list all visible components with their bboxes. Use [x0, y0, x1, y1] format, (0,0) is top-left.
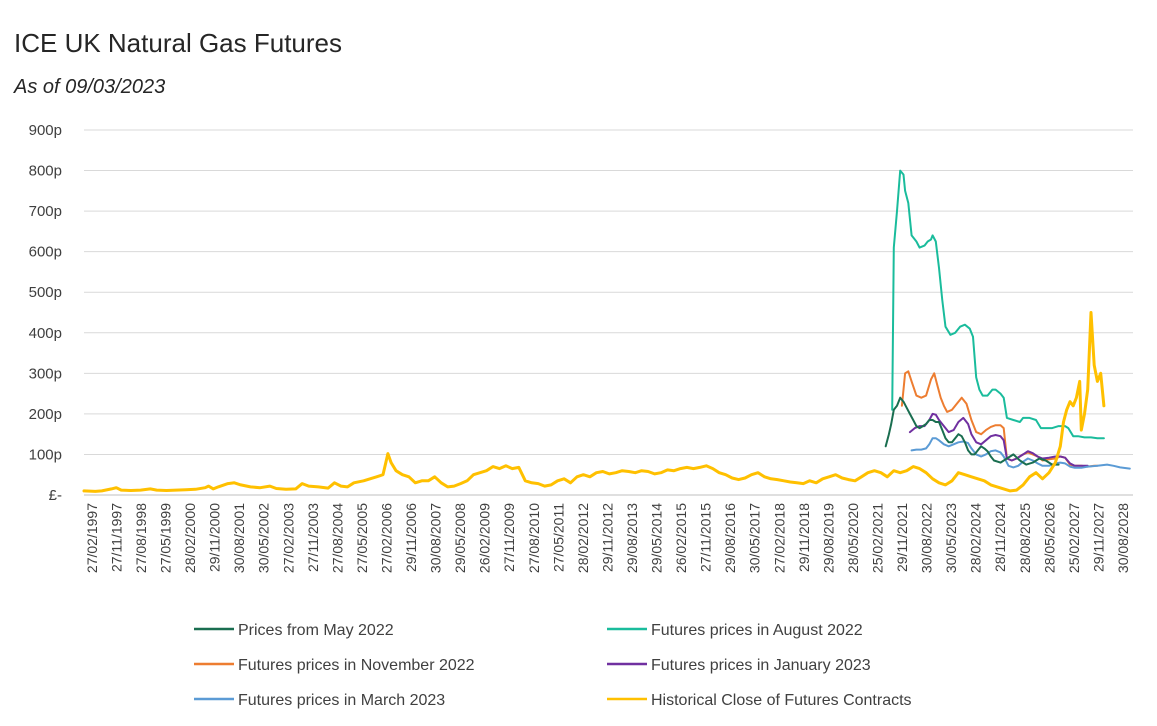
x-tick-label: 29/08/2019	[820, 503, 836, 573]
x-tick-label: 30/05/2023	[943, 503, 959, 573]
x-tick-label: 29/08/2013	[624, 503, 640, 573]
x-tick-label: 27/11/1997	[108, 503, 124, 572]
x-tick-label: 27/02/2018	[771, 503, 787, 573]
legend-label-5: Futures prices in March 2023	[238, 692, 445, 709]
x-tick-label: 27/05/2005	[354, 503, 370, 573]
y-tick-label: £-	[49, 487, 62, 504]
x-tick-label: 27/02/1997	[84, 503, 100, 573]
x-tick-label: 27/02/2006	[379, 503, 395, 573]
x-tick-label: 27/05/2011	[550, 503, 566, 572]
legend-label-6: Historical Close of Futures Contracts	[651, 692, 912, 709]
y-tick-label: 100p	[29, 446, 62, 463]
legend-label-2: Futures prices in August 2022	[651, 622, 863, 639]
x-tick-label: 30/08/2022	[919, 503, 935, 573]
legend-label-1: Prices from May 2022	[238, 622, 394, 639]
x-tick-label: 28/02/2012	[575, 503, 591, 573]
x-tick-label: 29/08/2016	[722, 503, 738, 573]
x-tick-label: 26/02/2009	[477, 503, 493, 573]
x-tick-label: 29/11/2021	[894, 503, 910, 572]
x-tick-label: 27/11/2009	[501, 503, 517, 572]
x-tick-label: 30/08/2007	[428, 503, 444, 573]
x-tick-label: 29/11/2006	[403, 503, 419, 572]
x-tick-label: 28/11/2024	[992, 503, 1008, 572]
x-tick-label: 27/11/2015	[698, 503, 714, 572]
x-tick-label: 29/11/2012	[599, 503, 615, 572]
y-tick-label: 400p	[29, 325, 62, 342]
series-line-1	[884, 396, 1060, 466]
x-tick-label: 30/05/2002	[256, 503, 272, 573]
x-tick-label: 28/05/2020	[845, 503, 861, 573]
x-tick-label: 29/11/2027	[1090, 503, 1106, 572]
x-tick-label: 28/08/2025	[1017, 503, 1033, 573]
series-line-4	[908, 412, 1089, 467]
y-tick-label: 200p	[29, 406, 62, 423]
x-tick-label: 25/02/2021	[870, 503, 886, 573]
chart-title: ICE UK Natural Gas Futures	[14, 28, 342, 58]
x-tick-label: 26/02/2015	[673, 503, 689, 573]
series-line-6	[82, 311, 1106, 493]
x-tick-label: 25/02/2027	[1066, 503, 1082, 573]
y-tick-label: 600p	[29, 244, 62, 261]
y-tick-label: 500p	[29, 284, 62, 301]
y-tick-label: 700p	[29, 203, 62, 220]
chart-subtitle: As of 09/03/2023	[14, 76, 166, 98]
legend-label-3: Futures prices in November 2022	[238, 657, 475, 674]
x-tick-label: 27/11/2003	[305, 503, 321, 572]
legend-label-4: Futures prices in January 2023	[651, 657, 871, 674]
x-tick-label: 29/11/2000	[207, 503, 223, 572]
x-tick-label: 27/02/2003	[280, 503, 296, 573]
x-tick-label: 28/02/2000	[182, 503, 198, 573]
y-tick-label: 300p	[29, 365, 62, 382]
x-tick-label: 27/08/1998	[133, 503, 149, 573]
series-line-5	[910, 437, 1131, 470]
y-tick-label: 900p	[29, 122, 62, 139]
x-tick-label: 27/08/2004	[329, 503, 345, 573]
x-tick-label: 29/05/2008	[452, 503, 468, 573]
x-tick-label: 28/05/2026	[1041, 503, 1057, 573]
x-tick-label: 28/02/2024	[968, 503, 984, 573]
x-tick-label: 30/08/2001	[231, 503, 247, 573]
series-line-2	[891, 169, 1105, 440]
x-tick-label: 29/05/2014	[649, 503, 665, 573]
x-tick-label: 29/11/2018	[796, 503, 812, 572]
x-tick-label: 27/08/2010	[526, 503, 542, 573]
x-tick-label: 30/08/2028	[1115, 503, 1131, 573]
y-tick-label: 800p	[29, 163, 62, 180]
x-tick-label: 27/05/1999	[158, 503, 174, 573]
x-tick-label: 30/05/2017	[747, 503, 763, 573]
